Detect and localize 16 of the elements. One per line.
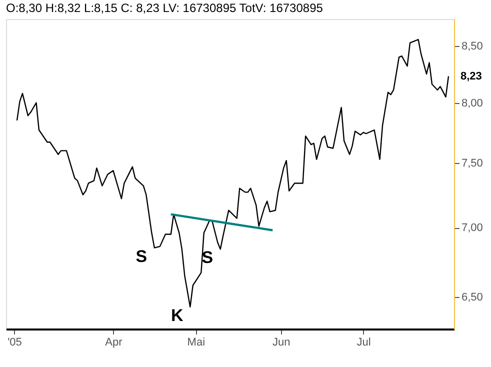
y-tick-label: 8,50 (462, 40, 483, 53)
x-tick-label: Apr (105, 336, 123, 348)
y-tick-label: 8,00 (462, 97, 483, 110)
y-tick-label: 6,50 (462, 291, 483, 304)
line-series (16, 38, 450, 308)
annotation: S (136, 246, 148, 266)
x-tick-label: Mai (187, 336, 206, 348)
annotation: K (171, 306, 184, 325)
annotation: S (202, 248, 214, 268)
x-tick-label: Jul (356, 336, 371, 348)
y-tick-label: 7,50 (462, 158, 483, 170)
y-tick-label: 7,00 (462, 222, 483, 234)
chart-title: O:8,30 H:8,32 L:8,15 C: 8,23 LV: 16730895 TotV: 16730895 (6, 1, 324, 15)
x-tick-label: Jun (272, 336, 290, 348)
annotation: 8,23 (460, 70, 482, 82)
x-tick-label: '05 (8, 336, 22, 348)
